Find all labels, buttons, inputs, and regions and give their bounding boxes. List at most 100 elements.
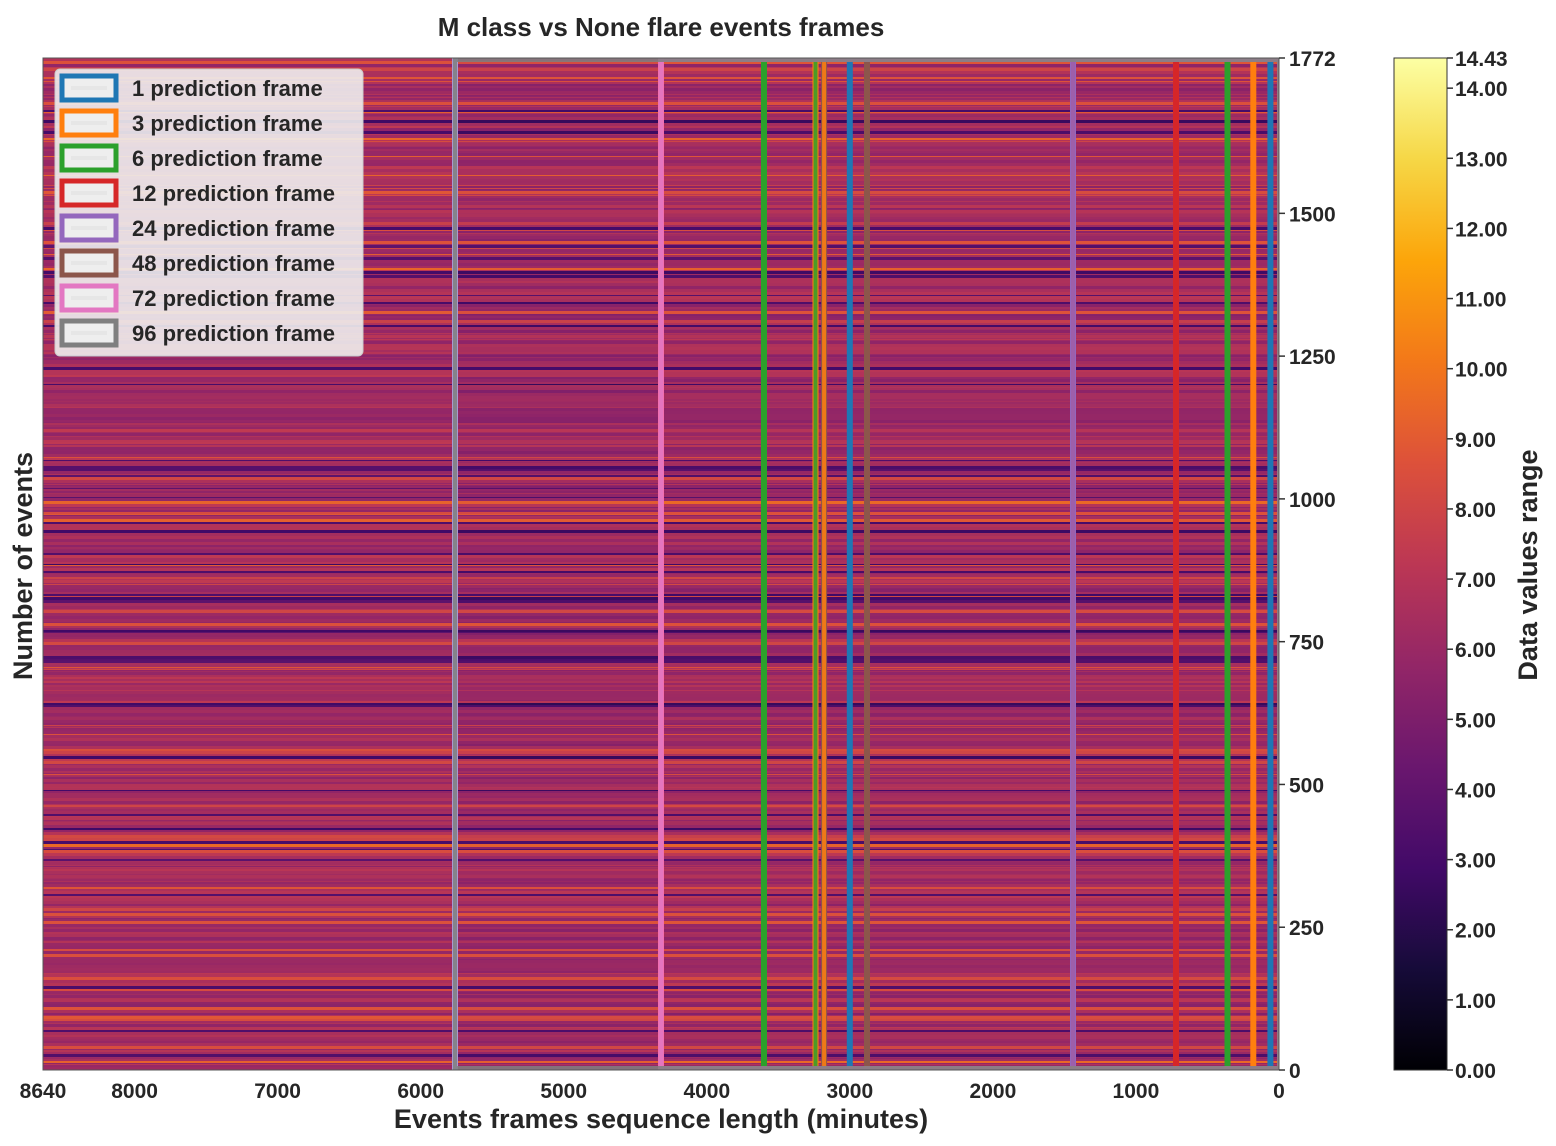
heatmap-row <box>455 647 661 650</box>
heatmap-row <box>43 725 455 726</box>
heatmap-row <box>661 784 1279 787</box>
heatmap-row <box>661 233 1279 234</box>
heatmap-row <box>661 849 1279 850</box>
heatmap-row <box>661 84 1279 86</box>
heatmap-row <box>43 650 455 653</box>
heatmap-row <box>43 401 455 402</box>
heatmap-row <box>661 286 1279 289</box>
heatmap-row <box>661 179 1279 181</box>
heatmap-row <box>661 579 1279 580</box>
heatmap-row <box>43 588 455 589</box>
heatmap-row <box>661 491 1279 493</box>
x-tick-label: 5000 <box>540 1080 587 1103</box>
heatmap-row <box>661 741 1279 744</box>
heatmap-row <box>455 999 661 1002</box>
heatmap-row <box>455 777 661 779</box>
heatmap-row <box>455 583 661 584</box>
heatmap-row <box>455 690 661 691</box>
heatmap-row <box>661 422 1279 423</box>
heatmap-row <box>455 828 661 830</box>
heatmap-row <box>43 547 455 549</box>
heatmap-row <box>455 613 661 616</box>
heatmap-row <box>455 153 661 156</box>
heatmap-row <box>661 908 1279 911</box>
x-tick-label: 6000 <box>397 1080 444 1103</box>
heatmap-row <box>455 805 661 807</box>
heatmap-row <box>661 67 1279 68</box>
heatmap-row <box>455 555 661 558</box>
heatmap-row <box>455 222 661 225</box>
heatmap-row <box>455 1007 661 1010</box>
heatmap-row <box>43 527 455 530</box>
heatmap-row <box>43 669 455 670</box>
heatmap-row <box>455 809 661 811</box>
heatmap-row <box>661 1021 1279 1023</box>
heatmap-row <box>43 475 455 477</box>
heatmap-row <box>43 550 455 553</box>
heatmap-row <box>455 1028 661 1030</box>
heatmap-row <box>455 295 661 296</box>
heatmap-row <box>455 388 661 390</box>
heatmap-row <box>455 630 661 632</box>
heatmap-row <box>661 153 1279 156</box>
heatmap-row <box>43 1035 455 1037</box>
heatmap-row <box>661 504 1279 507</box>
heatmap-row <box>43 679 455 681</box>
heatmap-row <box>455 286 661 289</box>
heatmap-row <box>455 334 661 335</box>
heatmap-row <box>661 462 1279 463</box>
heatmap-row <box>661 670 1279 671</box>
heatmap-row <box>43 632 455 633</box>
heatmap-row <box>43 530 455 533</box>
heatmap-row <box>455 875 661 878</box>
heatmap-row <box>661 968 1279 971</box>
heatmap-row <box>661 1041 1279 1043</box>
heatmap-row <box>43 584 455 585</box>
heatmap-row <box>455 117 661 120</box>
heatmap-row <box>455 205 661 208</box>
heatmap-row <box>661 723 1279 725</box>
heatmap-row <box>661 71 1279 74</box>
heatmap-row <box>455 469 661 471</box>
heatmap-row <box>661 558 1279 560</box>
heatmap-row <box>43 694 455 697</box>
heatmap-row <box>661 738 1279 741</box>
heatmap-row <box>43 536 455 539</box>
heatmap-row <box>43 821 455 822</box>
heatmap-row <box>455 305 661 307</box>
heatmap-row <box>661 113 1279 114</box>
heatmap-row <box>43 461 455 462</box>
heatmap-row <box>455 632 661 633</box>
heatmap-row <box>661 859 1279 861</box>
heatmap-row <box>43 414 455 417</box>
heatmap-row <box>661 1059 1279 1061</box>
heatmap-row <box>43 777 455 779</box>
heatmap-row <box>455 493 661 494</box>
heatmap-row <box>455 82 661 84</box>
heatmap-row <box>661 355 1279 357</box>
heatmap-row <box>661 444 1279 445</box>
heatmap-row <box>455 533 661 536</box>
heatmap-row <box>43 862 455 865</box>
heatmap-row <box>455 671 661 672</box>
heatmap-row <box>455 451 661 454</box>
heatmap-row <box>43 921 455 924</box>
heatmap-row <box>43 787 455 788</box>
heatmap-row <box>455 697 661 700</box>
heatmap-row <box>43 358 455 360</box>
heatmap-row <box>455 782 661 784</box>
heatmap-row <box>43 442 455 444</box>
heatmap-row <box>661 820 1279 821</box>
heatmap-row <box>43 1002 455 1004</box>
heatmap-row <box>661 299 1279 302</box>
heatmap-row <box>455 796 661 798</box>
heatmap-row <box>661 143 1279 146</box>
heatmap-row <box>661 744 1279 746</box>
heatmap-row <box>661 172 1279 175</box>
heatmap-row <box>661 645 1279 647</box>
heatmap-row <box>661 1004 1279 1007</box>
heatmap-row <box>661 898 1279 901</box>
heatmap-row <box>455 236 661 239</box>
heatmap-row <box>455 97 661 98</box>
heatmap-row <box>455 64 661 67</box>
